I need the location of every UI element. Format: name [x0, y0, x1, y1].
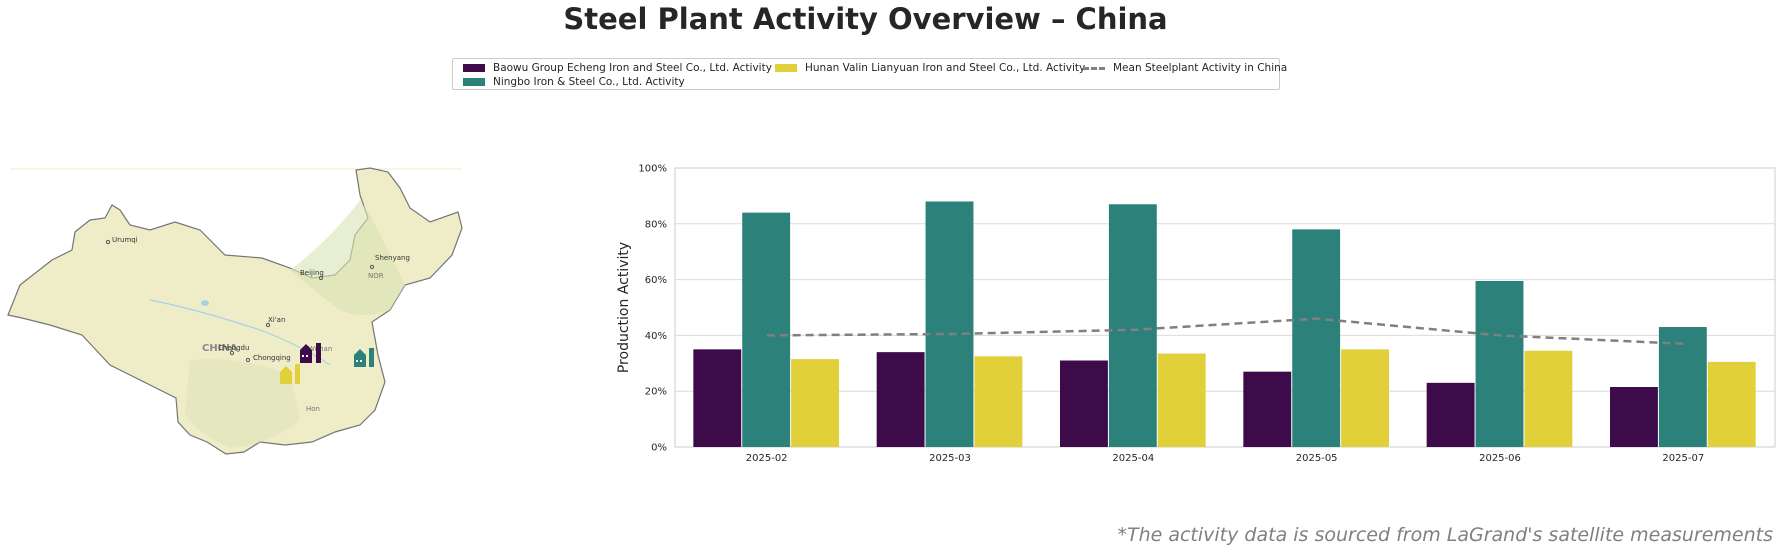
city-dot-beijing — [318, 275, 324, 281]
map-lake — [201, 300, 209, 306]
city-label-xian: Xi'an — [268, 316, 285, 324]
city-label-chengdu: Chengdu — [218, 344, 249, 352]
bar-series-1 — [876, 352, 925, 447]
plant-icon-ningbo — [354, 348, 374, 367]
y-tick-label: 60% — [645, 275, 667, 286]
map-terrain-south — [185, 359, 300, 448]
footnote: *The activity data is sourced from LaGra… — [1117, 524, 1773, 546]
bar-series-3 — [791, 359, 839, 447]
bar-series-3 — [1157, 353, 1206, 447]
bar-series-2 — [1658, 327, 1707, 447]
y-tick-label: 0% — [651, 443, 667, 454]
bar-series-3 — [1707, 361, 1756, 447]
china-outline — [7, 167, 463, 455]
y-tick-label: 20% — [645, 387, 667, 398]
city-label-nor: NOR — [368, 272, 384, 280]
bar-series-1 — [693, 349, 742, 447]
city-label-beijing: Beijing — [300, 269, 324, 277]
legend-item-baowu: Baowu Group Echeng Iron and Steel Co., L… — [463, 62, 772, 74]
city-label-hon: Hon — [306, 405, 320, 413]
bar-series-2 — [1475, 280, 1524, 447]
y-tick-label: 40% — [645, 331, 667, 342]
bar-series-2 — [925, 201, 974, 447]
bar-series-3 — [1524, 350, 1573, 447]
legend-label-baowu: Baowu Group Echeng Iron and Steel Co., L… — [493, 62, 772, 74]
city-dot-xian — [265, 322, 271, 328]
bar-series-3 — [1341, 349, 1389, 447]
chart-legend: Baowu Group Echeng Iron and Steel Co., L… — [452, 58, 1287, 90]
legend-label-ningbo: Ningbo Iron & Steel Co., Ltd. Activity — [493, 76, 685, 88]
legend-swatch-baowu — [463, 64, 485, 72]
bar-series-1 — [1610, 387, 1658, 447]
city-label-chongqing: Chongqing — [253, 354, 291, 362]
bar-series-2 — [1292, 229, 1341, 447]
legend-item-hunan: Hunan Valin Lianyuan Iron and Steel Co.,… — [775, 62, 1085, 74]
plot-frame — [674, 167, 1776, 448]
y-tick-label: 100% — [638, 164, 667, 175]
city-dot-chengdu — [229, 350, 235, 356]
chart-title: Steel Plant Activity Overview – China — [563, 2, 1168, 36]
bar-series-3 — [974, 356, 1023, 447]
legend-item-ningbo: Ningbo Iron & Steel Co., Ltd. Activity — [463, 76, 685, 88]
plant-icon-hunan — [280, 364, 300, 384]
city-label-shenyang: Shenyang — [375, 254, 410, 262]
y-axis-label: Production Activity — [616, 242, 632, 373]
bar-series-1 — [1243, 371, 1292, 447]
bar-series-1 — [1426, 382, 1475, 447]
bar-series-2 — [742, 212, 791, 447]
legend-item-mean: Mean Steelplant Activity in China — [1083, 62, 1287, 74]
x-tick-label: 2025-04 — [1112, 453, 1154, 464]
legend-swatch-ningbo — [463, 78, 485, 86]
x-tick-label: 2025-02 — [746, 453, 788, 464]
legend-label-mean: Mean Steelplant Activity in China — [1113, 62, 1288, 74]
x-tick-label: 2025-05 — [1296, 453, 1338, 464]
city-dot-shenyang — [369, 264, 375, 270]
city-dot-chongqing — [245, 357, 251, 363]
legend-swatch-hunan — [775, 64, 797, 72]
city-dot-urumqi — [105, 239, 111, 245]
map-country-label: CHINA — [202, 343, 238, 354]
bar-series-2 — [1108, 204, 1157, 447]
x-tick-label: 2025-03 — [929, 453, 971, 464]
x-tick-label: 2025-06 — [1479, 453, 1521, 464]
y-tick-label: 80% — [645, 219, 667, 230]
mean-activity-line — [766, 317, 1684, 346]
map-terrain-northeast — [290, 200, 405, 315]
x-tick-label: 2025-07 — [1662, 453, 1704, 464]
china-map: CHINA Urumqi Beijing Shenyang Xi'an Chen… — [7, 167, 463, 455]
legend-swatch-mean — [1083, 66, 1105, 70]
legend-label-hunan: Hunan Valin Lianyuan Iron and Steel Co.,… — [805, 62, 1086, 74]
city-label-urumqi: Urumqi — [112, 236, 138, 244]
bar-series-1 — [1060, 360, 1108, 447]
bar-chart: 0% 20% 40% 60% 80% 100% 2025-02 2025-03 2025-04… — [616, 164, 1776, 464]
plant-icon-baowu — [300, 343, 321, 363]
